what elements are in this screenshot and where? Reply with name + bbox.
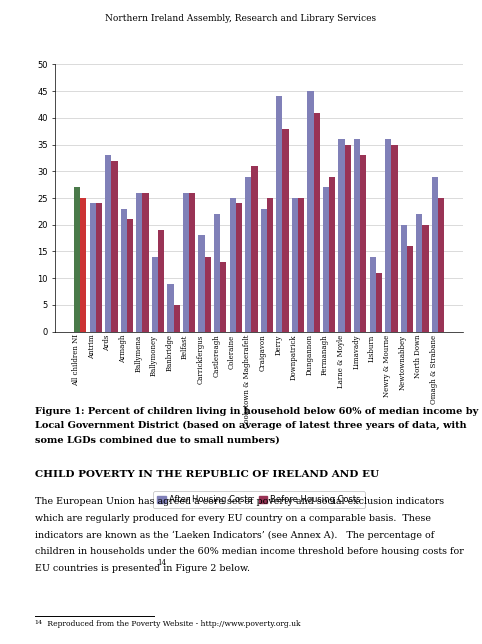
Bar (189, 193, 195, 332)
Bar (236, 204, 242, 332)
Bar (376, 273, 382, 332)
Bar (432, 176, 438, 332)
Bar (158, 230, 164, 332)
Bar (313, 113, 320, 332)
Legend: After Housing Costs, Before Housing Costs: After Housing Costs, Before Housing Cost… (153, 491, 365, 508)
Bar (401, 225, 407, 332)
Bar (142, 193, 148, 332)
Bar (152, 257, 158, 332)
Text: 14: 14 (35, 620, 43, 625)
Bar (354, 139, 360, 332)
Bar (391, 145, 398, 332)
Bar (183, 193, 189, 332)
Bar (329, 176, 335, 332)
Bar (345, 145, 351, 332)
Bar (205, 257, 211, 332)
Bar (298, 198, 304, 332)
Text: The European Union has agreed a core set of poverty and social exclusion indicat: The European Union has agreed a core set… (35, 497, 444, 506)
Bar (74, 187, 80, 332)
Bar (267, 198, 273, 332)
Bar (96, 204, 102, 332)
Text: which are regularly produced for every EU country on a comparable basis.  These: which are regularly produced for every E… (35, 514, 431, 523)
Bar (174, 305, 180, 332)
Bar (214, 214, 220, 332)
Bar (220, 262, 227, 332)
Text: CHILD POVERTY IN THE REPUBLIC OF IRELAND AND EU: CHILD POVERTY IN THE REPUBLIC OF IRELAND… (35, 470, 379, 479)
Bar (251, 166, 257, 332)
Bar (282, 129, 289, 332)
Bar (407, 246, 413, 332)
Bar (90, 204, 96, 332)
Bar (80, 198, 86, 332)
Bar (292, 198, 298, 332)
Bar (323, 187, 329, 332)
Bar (338, 139, 345, 332)
Bar (127, 220, 133, 332)
Text: Local Government District (based on average of latest three years of data, with: Local Government District (based on aver… (35, 421, 466, 430)
Bar (105, 155, 111, 332)
Text: some LGDs combined due to small numbers): some LGDs combined due to small numbers) (35, 435, 280, 444)
Bar (370, 257, 376, 332)
Text: Figure 1: Percent of children living in household below 60% of median income by: Figure 1: Percent of children living in … (35, 407, 478, 416)
Bar (199, 236, 205, 332)
Text: Northern Ireland Assembly, Research and Library Services: Northern Ireland Assembly, Research and … (106, 14, 376, 23)
Bar (261, 209, 267, 332)
Bar (229, 198, 236, 332)
Text: 14: 14 (158, 559, 167, 567)
Text: children in households under the 60% median income threshold before housing cost: children in households under the 60% med… (35, 547, 464, 556)
Bar (167, 283, 174, 332)
Text: EU countries is presented in Figure 2 below.: EU countries is presented in Figure 2 be… (35, 564, 250, 573)
Bar (360, 155, 366, 332)
Bar (120, 209, 127, 332)
Bar (136, 193, 142, 332)
Bar (111, 160, 118, 332)
Bar (438, 198, 444, 332)
Text: indicators are known as the ‘Laeken Indicators’ (see Annex A).   The percentage : indicators are known as the ‘Laeken Indi… (35, 531, 434, 540)
Bar (308, 91, 313, 332)
Bar (245, 176, 251, 332)
Bar (416, 214, 422, 332)
Bar (276, 97, 282, 332)
Bar (385, 139, 391, 332)
Bar (422, 225, 428, 332)
Text: Reproduced from the Poverty Website - http://www.poverty.org.uk: Reproduced from the Poverty Website - ht… (45, 620, 301, 627)
